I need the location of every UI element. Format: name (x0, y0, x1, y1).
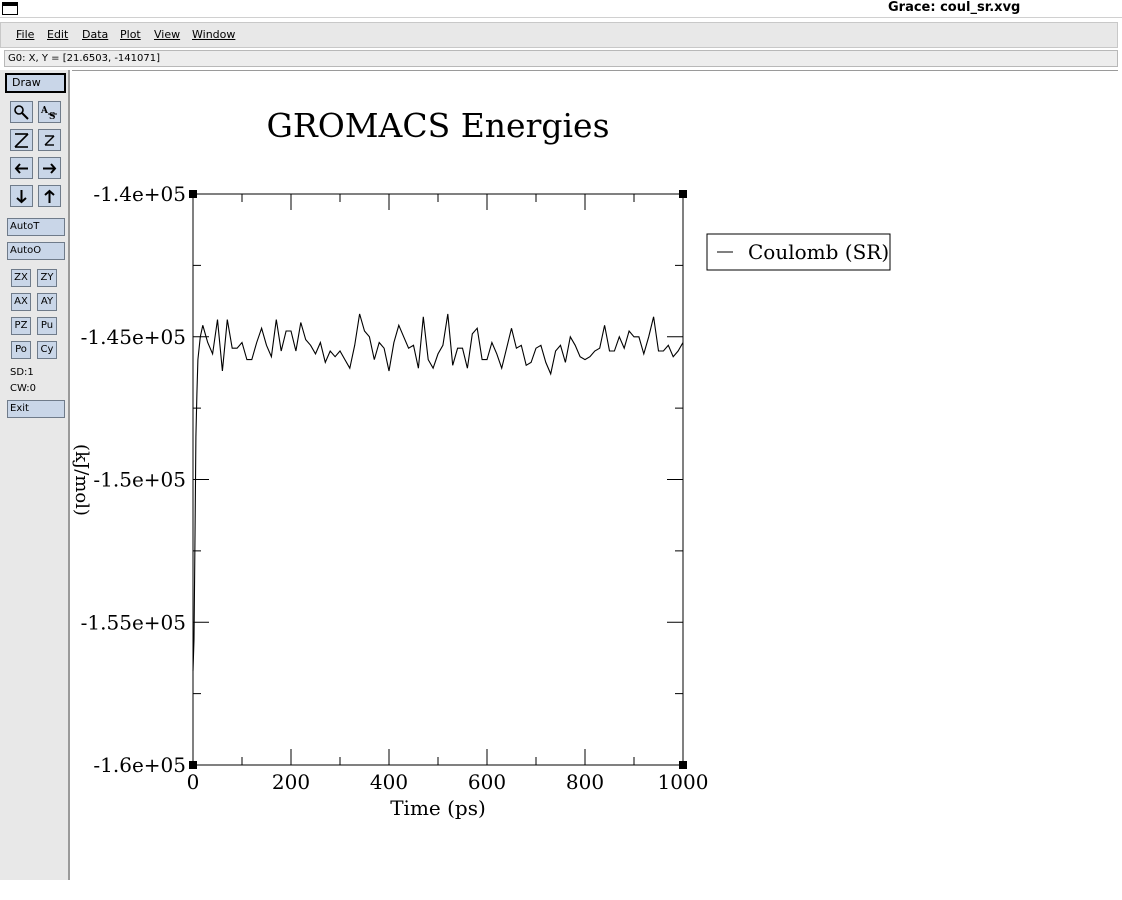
zoom-x-icon (14, 132, 29, 148)
locator-bar: G0: X, Y = [21.6503, -141071] (4, 50, 1118, 67)
y-axis: -1.4e+05 -1.45e+05 -1.5e+05 -1.55e+05 -1.6e+… (81, 182, 683, 777)
draw-button[interactable]: Draw (5, 73, 66, 93)
x-tick-label: 0 (187, 770, 200, 794)
plot-area-border (192, 193, 684, 766)
tool-panel: Draw A S (0, 70, 70, 880)
plot-frame (189, 190, 687, 769)
zoom-x-button[interactable] (10, 129, 33, 151)
y-axis-label-wrap: (kJ/mol) (71, 444, 92, 516)
y-tick-label: -1.55e+05 (81, 610, 186, 634)
menu-plot-label: Plot (120, 28, 141, 41)
y-axis-label: (kJ/mol) (72, 444, 92, 516)
x-tick-label: 1000 (658, 770, 709, 794)
scroll-right-icon (43, 162, 57, 174)
y-tick-label: -1.4e+05 (93, 182, 186, 206)
autoscale-text-icon: A S (40, 106, 57, 121)
autoo-button[interactable]: AutoO (7, 242, 65, 260)
menu-view-label: View (154, 28, 181, 41)
svg-text:S: S (49, 112, 56, 121)
menu-window[interactable]: Window (192, 28, 235, 42)
window-title: Grace: coul_sr.xvg (888, 0, 1021, 15)
menubar: File Edit Data Plot View Window (0, 22, 1118, 48)
chart-title: GROMACS Energies (266, 106, 609, 145)
menu-edit-label: Edit (47, 28, 69, 41)
menu-plot[interactable]: Plot (120, 28, 141, 42)
scroll-right-button[interactable] (38, 157, 61, 179)
menu-window-label: Window (192, 28, 236, 41)
zoom-icon (14, 104, 29, 120)
scroll-down-button[interactable] (10, 185, 33, 207)
x-tick-label: 600 (468, 770, 506, 794)
y-tick-label: -1.6e+05 (93, 753, 186, 777)
menu-data[interactable]: Data (82, 28, 108, 42)
zy-button[interactable]: ZY (37, 269, 57, 287)
pu-button[interactable]: Pu (37, 317, 57, 335)
y-tick-label: -1.45e+05 (81, 325, 186, 349)
zoom-button[interactable] (10, 101, 33, 123)
scroll-left-icon (14, 162, 28, 174)
x-tick-label: 400 (370, 770, 408, 794)
svg-text:A: A (40, 106, 49, 116)
window-menu-icon[interactable] (2, 2, 18, 15)
legend-entry: Coulomb (SR) (748, 240, 889, 264)
set-count-status: SD:1 (10, 367, 34, 378)
menu-data-label: Data (82, 28, 109, 41)
zoom-y-icon (44, 134, 55, 146)
chart[interactable]: GROMACS Energies -1.4e+05 -1.45e+05 -1.5e+… (71, 71, 1118, 881)
current-world-status: CW:0 (10, 383, 37, 394)
autot-button[interactable]: AutoT (7, 218, 65, 236)
scroll-left-button[interactable] (10, 157, 33, 179)
legend-box (706, 233, 891, 271)
x-axis: 0 200 400 600 800 1000 (187, 194, 709, 794)
exit-button[interactable]: Exit (7, 400, 65, 418)
x-tick-label: 200 (272, 770, 310, 794)
zx-button[interactable]: ZX (11, 269, 31, 287)
menu-view[interactable]: View (154, 28, 180, 42)
menu-file[interactable]: File (16, 28, 34, 42)
menu-edit[interactable]: Edit (47, 28, 68, 42)
plot-canvas[interactable]: GROMACS Energies -1.4e+05 -1.45e+05 -1.5e+… (71, 70, 1118, 881)
ax-button[interactable]: AX (11, 293, 31, 311)
autoscale-text-button[interactable]: A S (38, 101, 61, 123)
scroll-down-icon (16, 189, 27, 203)
menu-file-label: File (16, 28, 35, 41)
x-axis-label: Time (ps) (390, 796, 486, 820)
zoom-y-button[interactable] (38, 129, 61, 151)
cy-button[interactable]: Cy (37, 341, 57, 359)
window-titlebar: Grace: coul_sr.xvg (0, 0, 1122, 18)
x-tick-label: 800 (566, 770, 604, 794)
scroll-up-icon (44, 189, 55, 203)
pz-button[interactable]: PZ (11, 317, 31, 335)
y-tick-label: -1.5e+05 (93, 468, 186, 492)
po-button[interactable]: Po (11, 341, 31, 359)
series-line-coulomb-sr (192, 313, 684, 671)
scroll-up-button[interactable] (38, 185, 61, 207)
ay-button[interactable]: AY (37, 293, 57, 311)
legend[interactable]: Coulomb (SR) (706, 233, 891, 271)
